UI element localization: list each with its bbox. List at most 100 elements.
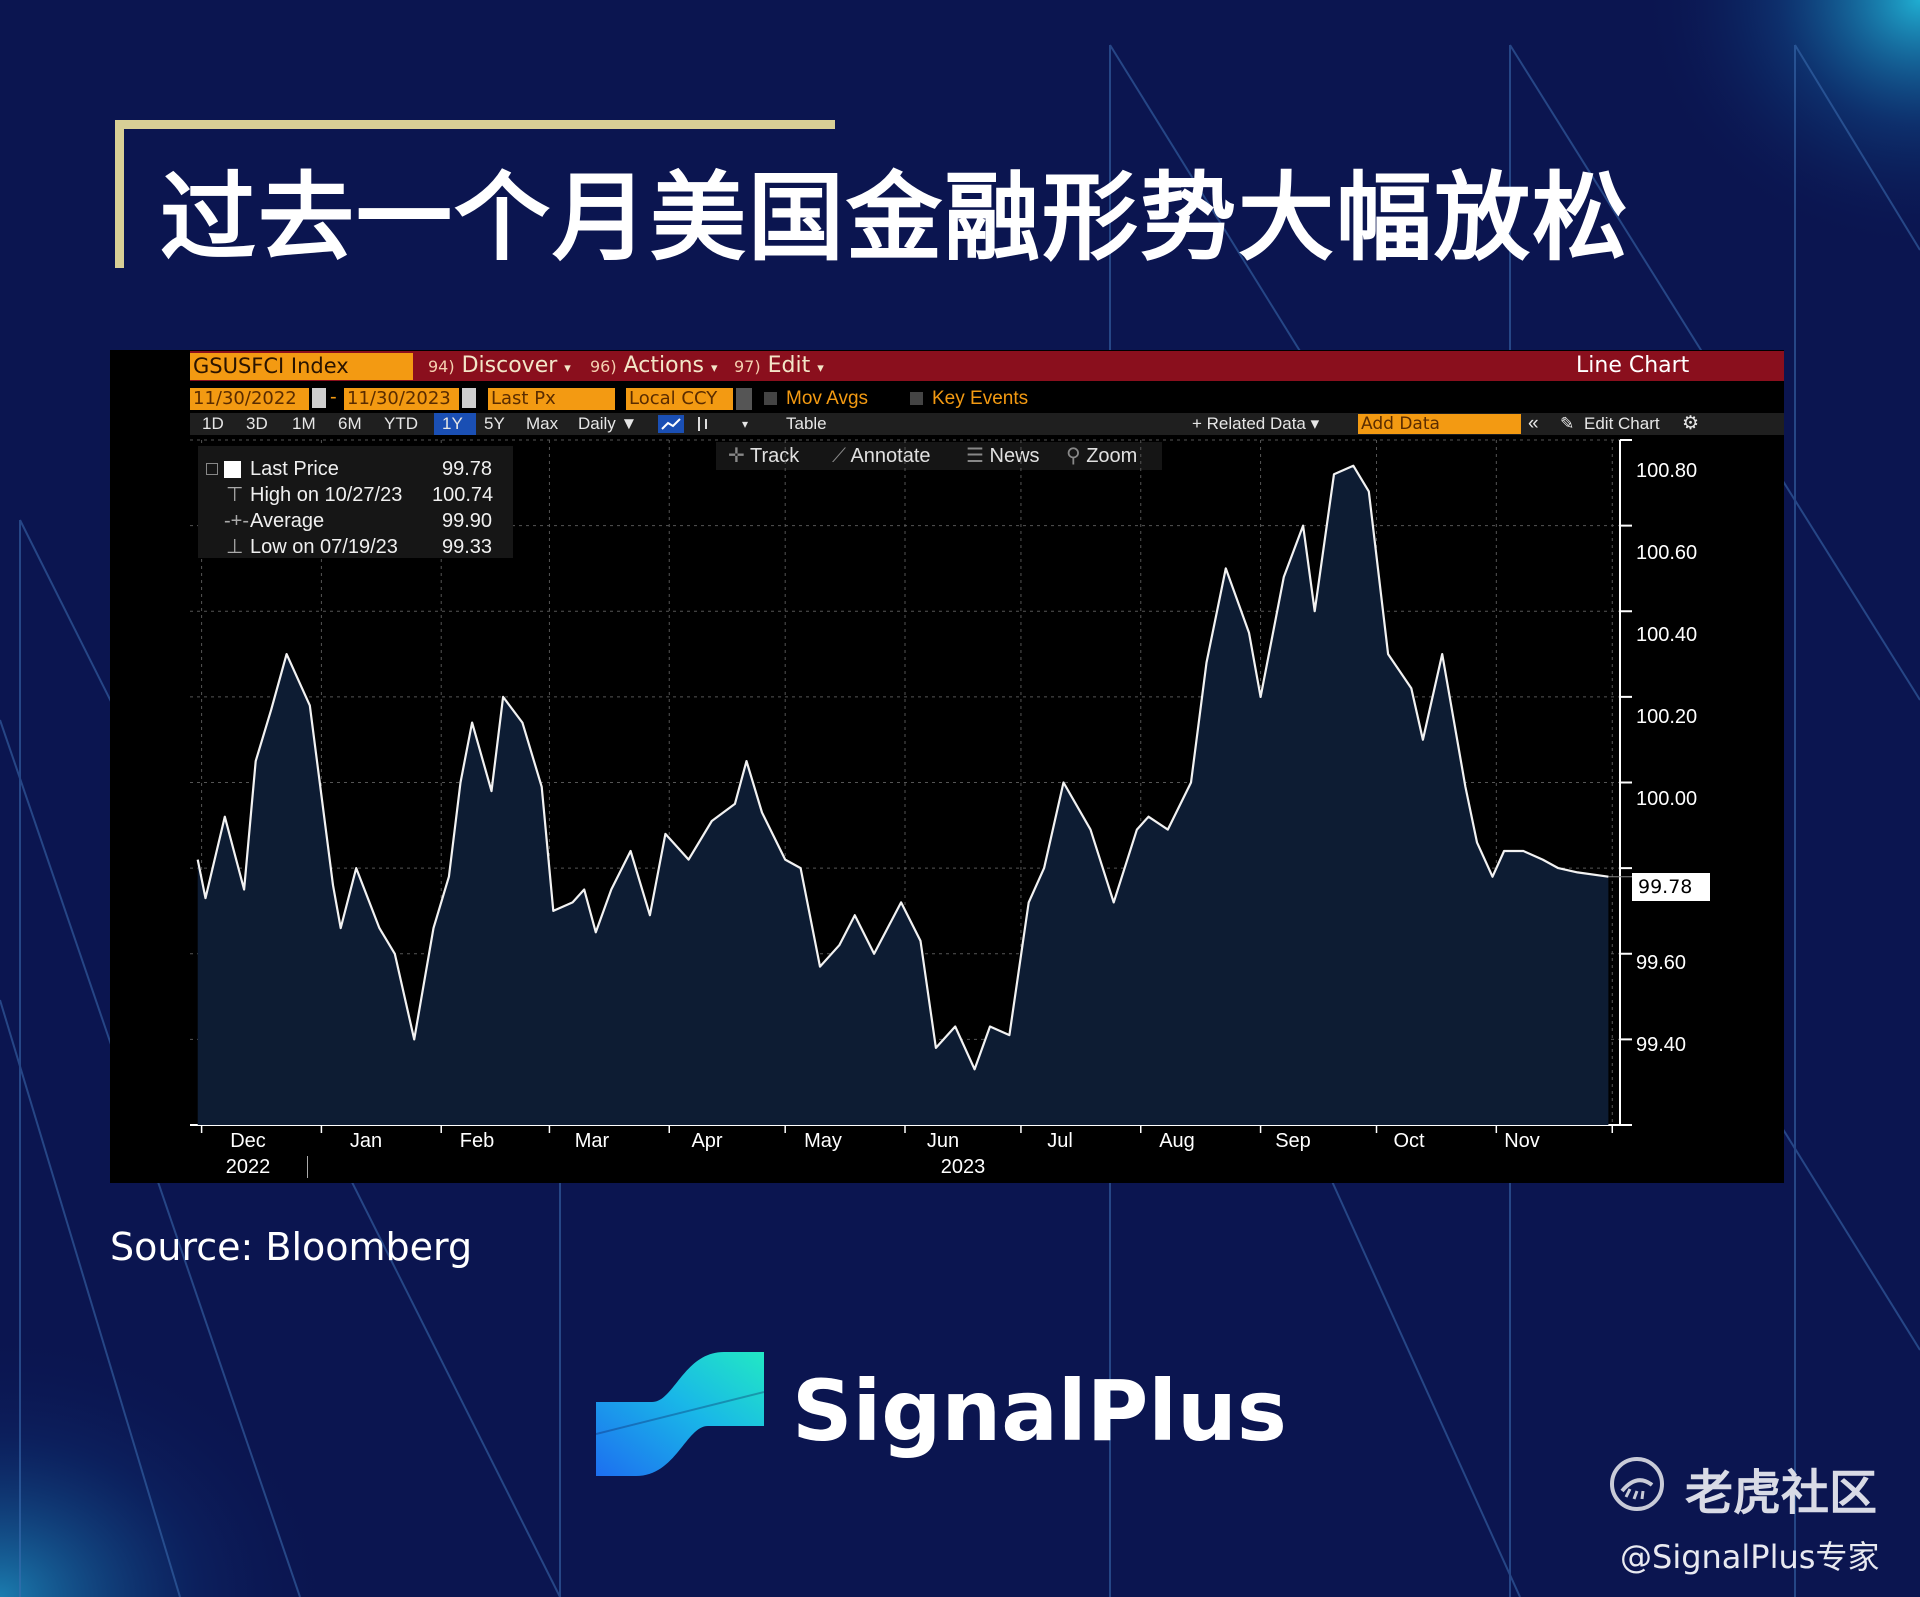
line-chart-icon[interactable]	[658, 415, 684, 433]
low-marker-icon: ⊥	[226, 536, 244, 558]
range-1d[interactable]: 1D	[202, 414, 224, 433]
y-tick-label: 99.60	[1636, 952, 1687, 974]
calendar-icon[interactable]	[462, 388, 476, 408]
news-tool[interactable]: ☰ News	[966, 442, 1040, 470]
range-ytd[interactable]: YTD	[384, 414, 418, 433]
related-data-button[interactable]: + Related Data ▾	[1192, 414, 1320, 433]
year-divider	[307, 1156, 308, 1178]
x-tick-label: Oct	[1393, 1130, 1425, 1152]
menu-edit-label: Edit	[767, 353, 811, 378]
active-range-highlight	[434, 413, 476, 435]
bar-chart-icon[interactable]	[694, 415, 712, 433]
x-tick-label: Jun	[926, 1130, 960, 1152]
add-data-input[interactable]: Add Data	[1358, 414, 1521, 434]
menu-discover[interactable]: 94) Discover ▾	[428, 351, 571, 381]
settings-gear-icon[interactable]: ⚙	[1682, 413, 1700, 434]
range-6m[interactable]: 6M	[338, 414, 362, 433]
x-tick-label: Feb	[459, 1130, 495, 1152]
signalplus-logo-icon	[596, 1352, 765, 1476]
last-price-flag: 99.78	[1632, 873, 1710, 901]
pencil-icon[interactable]: ✎	[1560, 414, 1575, 433]
x-year-label: 2022	[225, 1156, 271, 1178]
mov-avgs-label: Mov Avgs	[786, 388, 869, 409]
watermark-handle: @SignalPlus专家	[1620, 1538, 1880, 1576]
source-caption: Source: Bloomberg	[110, 1225, 473, 1269]
x-tick-label: May	[804, 1130, 842, 1152]
y-tick-label: 99.40	[1636, 1034, 1687, 1056]
annotate-tool[interactable]: ⟋ Annotate	[832, 442, 931, 470]
news-tool-label: News	[989, 445, 1040, 467]
menu-edit-num: 97)	[734, 357, 761, 376]
range-1y[interactable]: 1Y	[442, 414, 463, 433]
legend-low-value: 99.33	[442, 536, 493, 558]
menu-discover-caret: ▾	[564, 361, 571, 376]
y-tick-label: 100.20	[1636, 706, 1698, 728]
x-tick-label: Dec	[230, 1130, 266, 1152]
headline-frame-left	[115, 120, 124, 268]
bloomberg-chart-panel: GSUSFCI Index 94) Discover ▾ 96) Actions…	[110, 350, 1784, 1183]
currency-dropdown-icon[interactable]	[736, 388, 752, 410]
frequency-selector[interactable]: Daily ▼	[578, 414, 638, 433]
page-title: 过去一个月美国金融形势大幅放松	[160, 162, 1630, 274]
legend-average-value: 99.90	[442, 510, 493, 532]
menu-actions[interactable]: 96) Actions ▾	[590, 351, 718, 381]
series-swatch	[224, 461, 241, 478]
collapse-icon[interactable]: «	[1528, 413, 1539, 434]
tiger-logo-icon	[1610, 1457, 1664, 1511]
table-button[interactable]: Table	[786, 414, 827, 433]
menu-discover-label: Discover	[461, 353, 558, 378]
menu-edit[interactable]: 97) Edit ▾	[734, 351, 824, 381]
menu-actions-caret: ▾	[710, 361, 718, 376]
x-tick-label: Mar	[574, 1130, 610, 1152]
legend-collapse-icon[interactable]	[206, 463, 218, 475]
annotate-tool-label: Annotate	[850, 445, 931, 467]
crosshair-icon: ✛	[728, 445, 745, 467]
y-tick-label: 100.00	[1636, 788, 1698, 810]
end-date-field[interactable]: 11/30/2023	[344, 388, 459, 410]
brand-name: SignalPlus	[792, 1362, 1287, 1460]
high-marker-icon: ⊤	[226, 484, 244, 506]
news-icon: ☰	[966, 445, 984, 467]
x-tick-label: Apr	[691, 1130, 723, 1152]
headline-frame-top	[115, 120, 835, 129]
y-tick-label: 100.80	[1636, 460, 1698, 482]
range-5y[interactable]: 5Y	[484, 414, 505, 433]
legend-last-price-label: Last Price	[250, 458, 339, 480]
menu-discover-num: 94)	[428, 357, 455, 376]
chart-type-label: Line Chart	[1576, 353, 1690, 378]
chart-tools-bar	[716, 442, 1162, 470]
field-selector[interactable]: Last Px	[488, 388, 615, 410]
calendar-icon[interactable]	[312, 388, 326, 408]
average-marker-icon: -+-	[224, 510, 249, 532]
legend-high-label: High on 10/27/23	[250, 484, 403, 506]
legend-last-price-value: 99.78	[442, 458, 493, 480]
y-tick-label: 100.60	[1636, 542, 1698, 564]
date-separator: -	[330, 386, 337, 408]
ticker-field[interactable]: GSUSFCI Index	[190, 353, 413, 380]
start-date-field[interactable]: 11/30/2022	[190, 388, 309, 410]
mov-avgs-checkbox[interactable]	[764, 392, 777, 405]
zoom-tool-label: Zoom	[1086, 445, 1138, 467]
edit-chart-button[interactable]: Edit Chart	[1584, 414, 1660, 433]
key-events-checkbox[interactable]	[910, 392, 923, 405]
track-tool[interactable]: ✛ Track	[728, 442, 799, 470]
legend-high-value: 100.74	[432, 484, 494, 506]
x-tick-label: Jan	[349, 1130, 383, 1152]
chart-type-dropdown-icon[interactable]: ▾	[742, 417, 749, 431]
series-line	[196, 464, 1609, 1071]
currency-selector[interactable]: Local CCY	[626, 388, 733, 410]
key-events-label: Key Events	[932, 388, 1029, 409]
annotate-icon: ⟋	[832, 445, 846, 467]
x-tick-label: Sep	[1275, 1130, 1311, 1152]
title-bar	[190, 351, 1784, 381]
series-area-fill	[197, 465, 1609, 1125]
range-3d[interactable]: 3D	[246, 414, 268, 433]
menu-edit-caret: ▾	[817, 361, 824, 376]
range-max[interactable]: Max	[526, 414, 559, 433]
chart-legend	[198, 446, 513, 558]
range-1m[interactable]: 1M	[292, 414, 316, 433]
zoom-tool[interactable]: ⚲ Zoom	[1066, 442, 1137, 470]
line-chart	[190, 439, 1632, 1133]
menu-actions-label: Actions	[623, 353, 704, 378]
